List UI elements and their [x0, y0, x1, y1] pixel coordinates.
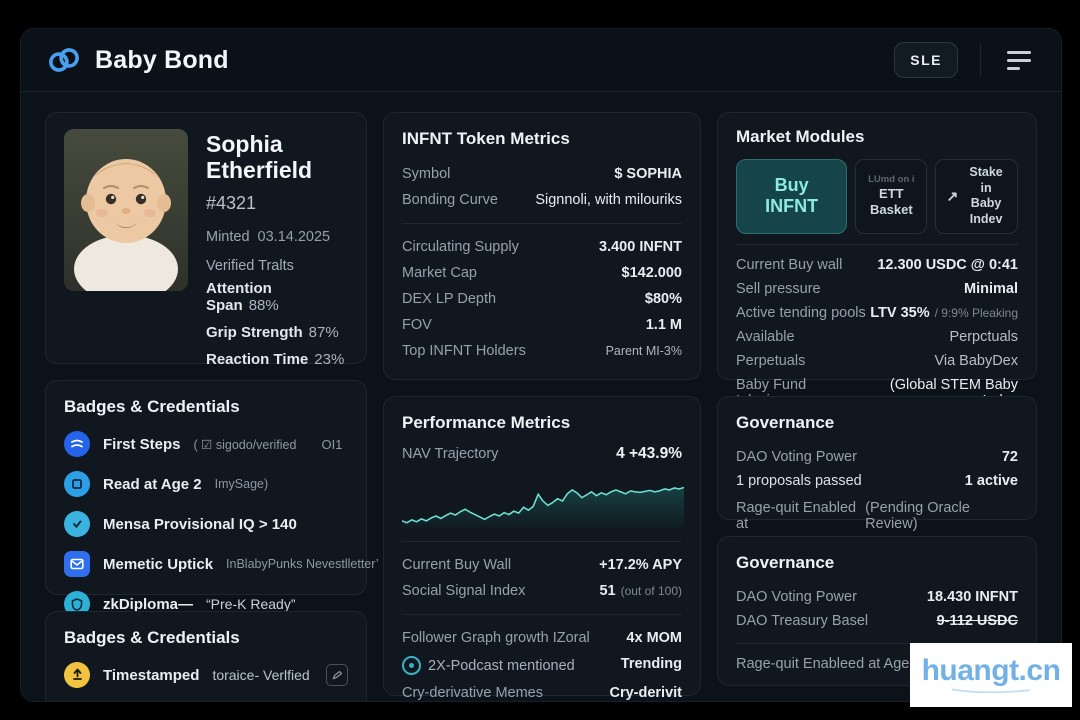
profile-id: #4321 — [206, 192, 257, 213]
card-title: Governance — [736, 553, 835, 572]
envelope-icon — [64, 551, 90, 577]
metric-row: FOV 1.1 M — [402, 317, 682, 333]
badge-item: Memetic Uptick InBlabyPunks Nevestllette… — [64, 551, 379, 577]
performance-card: Performance Metrics NAV Trajectory 4 +43… — [383, 396, 701, 701]
nav-sparkline-chart — [402, 473, 684, 531]
divider — [402, 614, 682, 615]
badges-card: Badges & Credentials First Steps ( ☑ sig… — [45, 380, 379, 617]
ett-basket-button[interactable]: LUmd on i ETT Basket — [855, 159, 928, 234]
trait-grip: Grip Strength 87% — [206, 323, 339, 341]
badge-item: First Steps ( ☑ sigodo/verified OI1 — [64, 431, 348, 457]
watermark-swoosh — [951, 688, 1031, 694]
badge-item: Timestamped toraice- Verlfied — [64, 662, 348, 688]
baby-photo — [64, 129, 188, 291]
token-metrics-card: INFNT Token Metrics Symbol $ SOPHIA Bond… — [383, 112, 701, 380]
column-left: Sophia Etherfield #4321 Minted 03.14.2025… — [45, 112, 379, 701]
metric-row: Active tending pools LTV 35%/ 9:9% Pleak… — [736, 304, 1018, 321]
card-title: INFNT Token Metrics — [402, 129, 570, 148]
arrow-up-right-icon: ↗ — [946, 187, 959, 204]
ragequit-row: Rage-quit Enableed at Age — [736, 656, 910, 672]
content-grid: Sophia Etherfield #4321 Minted 03.14.2025… — [21, 92, 1061, 701]
governance-card: Governance DAO Voting Power 72 1 proposa… — [717, 396, 1037, 532]
profile-card: Sophia Etherfield #4321 Minted 03.14.2025… — [45, 112, 367, 368]
stake-baby-index-button[interactable]: ↗ Stake in Baby Indev — [935, 159, 1018, 234]
bell-up-icon — [64, 662, 90, 688]
metric-row: Current Buy wall 12.300 USDC @ 0:41 — [736, 256, 1018, 273]
metric-row: 2X-Podcast mentioned Trending — [402, 651, 682, 680]
badges-card-secondary: Badges & Credentials Timestamped toraice… — [45, 611, 367, 701]
column-right: Market Modules Buy INFNT LUmd on i ETT B… — [717, 112, 1037, 701]
metric-row: Circulating Supply 3.400 INFNT — [402, 239, 682, 255]
metric-row: Social Signal Index 51 (out of 100) — [402, 583, 682, 599]
ragequit-row: Rage-quit Enabled at (Pending Oracle Rev… — [736, 500, 970, 532]
card-title: Governance — [736, 413, 835, 432]
divider — [402, 223, 682, 224]
metric-row: Top INFNT Holders Parent MI-3% — [402, 343, 682, 359]
minted-row: Minted 03.14.2025 — [206, 228, 331, 245]
baby-bond-logo-icon — [47, 43, 81, 77]
podcast-target-icon — [402, 656, 421, 675]
edit-icon[interactable] — [326, 664, 348, 686]
card-title: Market Modules — [736, 127, 865, 146]
badge-item: zkDiploma— “Pre-K Ready” — [64, 591, 348, 617]
metric-row: Sell pressure Minimal — [736, 280, 1018, 297]
card-title: Badges & Credentials — [64, 397, 240, 416]
metric-row: 1 proposals passed 1 active — [736, 473, 1018, 489]
metric-row: Symbol $ SOPHIA — [402, 166, 682, 182]
metric-row: Follower Graph growth IZoral 4x MOM — [402, 630, 682, 646]
verified-traits-label: Verified Tralts — [206, 257, 294, 274]
market-modules-card: Market Modules Buy INFNT LUmd on i ETT B… — [717, 112, 1037, 409]
metric-row: DEX LP Depth $80% — [402, 291, 682, 307]
divider — [402, 541, 682, 542]
watermark: huangt.cn — [910, 643, 1072, 707]
badge-item: Read at Age 2 ImySage) — [64, 471, 348, 497]
divider — [736, 243, 1018, 245]
page-title: Baby Bond — [95, 45, 229, 74]
metric-row: Market Cap $142.000 — [402, 265, 682, 281]
metric-row: DAO Voting Power 72 — [736, 449, 1018, 465]
metric-row: Available Perpctuals — [736, 328, 1018, 345]
trait-reaction: Reaction Time 23% — [206, 350, 345, 368]
header: Baby Bond SLE — [21, 29, 1061, 92]
metric-row: Perpetuals Via BabyDex — [736, 352, 1018, 369]
profile-info: Sophia Etherfield #4321 Minted 03.14.2025… — [206, 129, 348, 368]
check-icon — [64, 511, 90, 537]
trait-attention: Attention Span 88% — [206, 279, 279, 314]
menu-icon[interactable] — [1003, 47, 1035, 74]
main-container: Baby Bond SLE — [20, 28, 1062, 702]
card-title: Performance Metrics — [402, 413, 571, 432]
metric-row: DAO Treasury Basel 9-112 USDC — [736, 613, 1018, 629]
badge-item: Mensa Provisional IQ > 140 — [64, 511, 348, 537]
metric-row: Current Buy Wall +17.2% APY — [402, 557, 682, 573]
watermark-text: huangt.cn — [921, 654, 1061, 687]
metric-row: Cry-derivative Memes Cry-derivit — [402, 685, 682, 701]
divider — [736, 643, 1018, 644]
column-middle: INFNT Token Metrics Symbol $ SOPHIA Bond… — [383, 112, 701, 701]
profile-name: Sophia Etherfield — [206, 131, 313, 184]
header-divider — [980, 43, 981, 77]
card-title: Badges & Credentials — [64, 628, 240, 647]
footsteps-icon — [64, 431, 90, 457]
market-buttons: Buy INFNT LUmd on i ETT Basket ↗ Stake i… — [736, 159, 1018, 234]
metric-row: Bonding Curve Signnoli, with milouriks — [402, 192, 682, 208]
book-icon — [64, 471, 90, 497]
buy-infnt-button[interactable]: Buy INFNT — [736, 159, 848, 234]
nav-trajectory-row: NAV Trajectory 4 +43.9% — [402, 445, 682, 462]
metric-row: DAO Voting Power 18.430 INFNT — [736, 589, 1018, 605]
sle-button[interactable]: SLE — [894, 42, 958, 78]
